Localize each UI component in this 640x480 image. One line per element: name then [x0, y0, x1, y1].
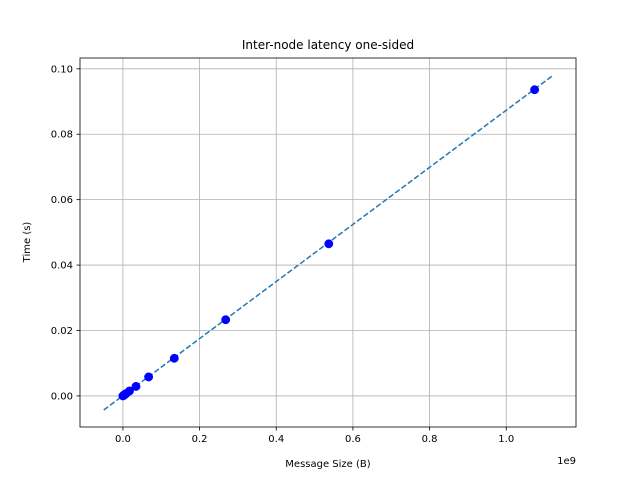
x-tick-label: 0.6 [345, 434, 361, 445]
y-axis-label: Time (s) [22, 222, 33, 264]
y-tick-label: 0.06 [51, 195, 73, 206]
x-tick-label: 0.0 [115, 434, 131, 445]
y-axis-ticks: 0.00 0.02 0.04 0.06 0.08 0.10 [51, 64, 80, 402]
y-tick-label: 0.04 [51, 261, 73, 272]
y-tick-label: 0.08 [51, 130, 73, 141]
scatter-point [324, 239, 334, 249]
scatter-point [131, 381, 141, 391]
x-axis-label: Message Size (B) [285, 459, 370, 470]
plot-frame [79, 57, 577, 428]
chart-title: Inter-node latency one-sided [242, 38, 414, 52]
x-axis-scale-offset: 1e9 [557, 456, 576, 467]
x-tick-label: 1.0 [498, 434, 514, 445]
x-tick-label: 0.4 [268, 434, 284, 445]
grid [80, 58, 576, 427]
scatter-point [124, 386, 134, 396]
x-tick-label: 0.8 [422, 434, 438, 445]
x-axis-ticks: 0.0 0.2 0.4 0.6 0.8 1.0 [115, 427, 514, 445]
y-tick-label: 0.00 [51, 391, 73, 402]
y-tick-label: 0.02 [51, 326, 73, 337]
scatter-point [221, 315, 231, 325]
y-tick-label: 0.10 [51, 64, 73, 75]
x-tick-label: 0.2 [192, 434, 208, 445]
scatter-point [169, 353, 179, 363]
scatter-points [118, 85, 540, 401]
scatter-point [144, 372, 154, 382]
scatter-point [530, 85, 540, 95]
